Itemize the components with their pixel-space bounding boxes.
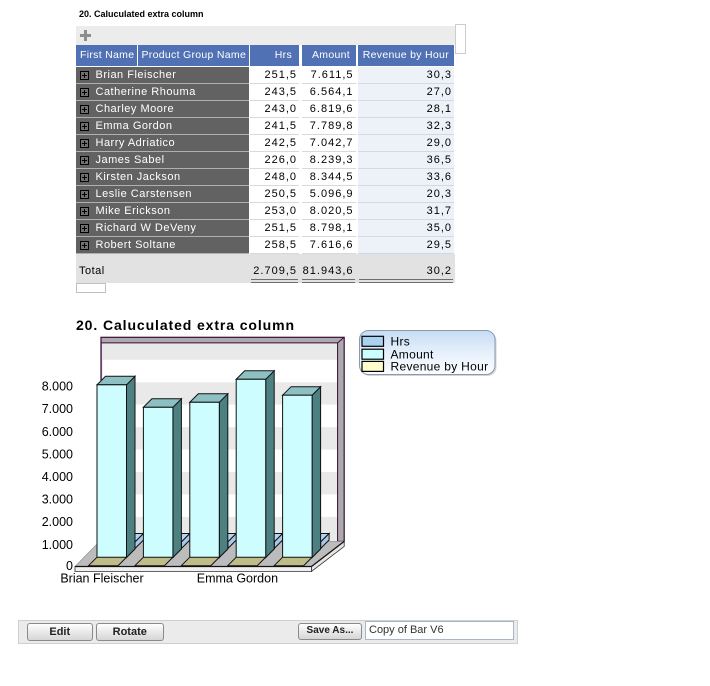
svg-text:Amount: Amount: [391, 347, 435, 361]
svg-text:7.000: 7.000: [42, 402, 73, 416]
svg-text:Hrs: Hrs: [391, 335, 411, 349]
svg-text:2.000: 2.000: [42, 515, 73, 529]
svg-text:6.000: 6.000: [42, 425, 73, 439]
svg-text:Emma Gordon: Emma Gordon: [197, 572, 278, 586]
svg-text:4.000: 4.000: [42, 470, 73, 484]
svg-text:0: 0: [66, 559, 73, 573]
svg-text:Brian Fleischer: Brian Fleischer: [60, 572, 143, 586]
svg-text:5.000: 5.000: [42, 447, 73, 461]
svg-text:1.000: 1.000: [42, 538, 73, 552]
svg-text:20. Caluculated extra column: 20. Caluculated extra column: [76, 317, 295, 333]
svg-text:Revenue by Hour: Revenue by Hour: [391, 360, 489, 374]
svg-text:8.000: 8.000: [42, 380, 73, 394]
svg-text:3.000: 3.000: [42, 493, 73, 507]
